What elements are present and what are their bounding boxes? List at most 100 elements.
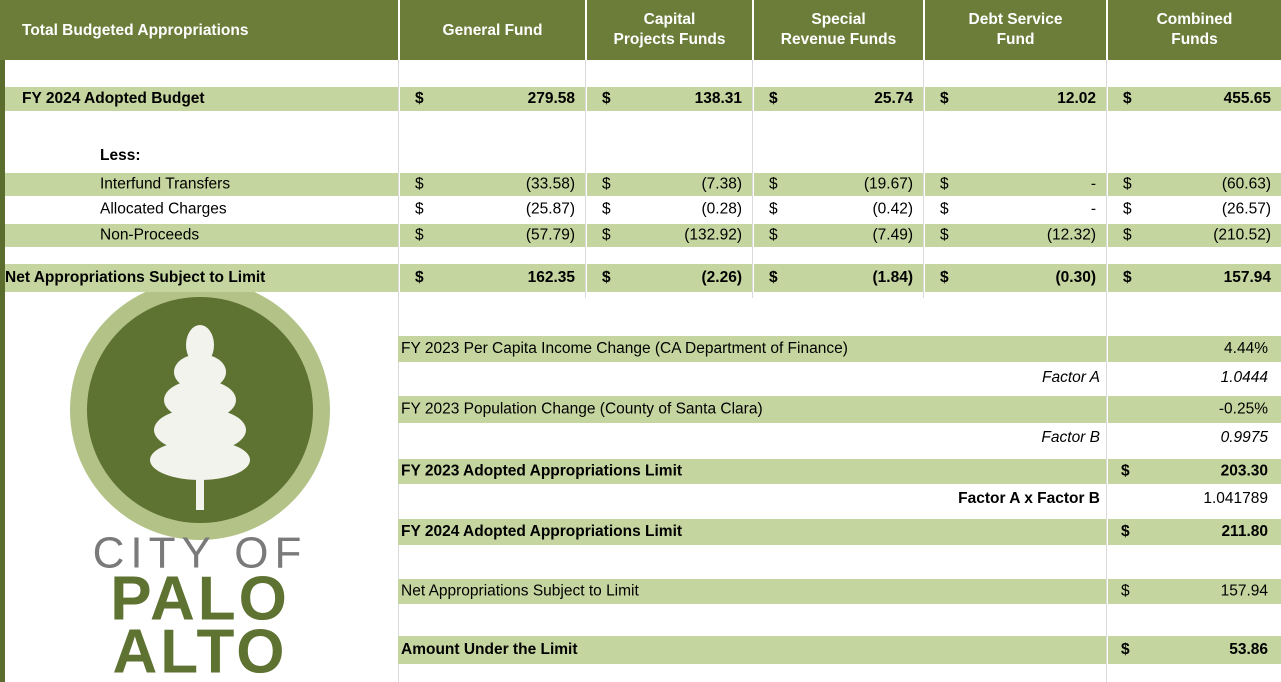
amount: - [1091,201,1096,218]
currency-symbol: $ [1121,523,1130,540]
currency-symbol: $ [1123,269,1132,286]
amount: 279.58 [528,90,576,107]
row-fill [5,264,398,292]
row-label: Net Appropriations Subject to Limit [5,269,265,286]
amount: (0.30) [1056,269,1097,286]
row-label: Less: [100,147,141,164]
currency-symbol: $ [1121,641,1130,658]
row-fill [398,636,1106,664]
limit-label: FY 2023 Per Capita Income Change (CA Dep… [401,340,848,357]
row-label: Non-Proceeds [100,227,199,244]
amount: 455.65 [1224,90,1272,107]
header-cell [1108,0,1281,60]
header-text: Funds [1171,31,1218,48]
limit-value: 1.041789 [1203,490,1268,507]
row-label: Interfund Transfers [100,176,230,193]
row-fill [398,579,1106,604]
row-fill [587,224,752,247]
row-fill [925,264,1106,292]
currency-symbol: $ [1121,583,1130,600]
header-cell [925,0,1106,60]
currency-symbol: $ [769,176,778,193]
currency-symbol: $ [1123,227,1132,244]
amount: (1.84) [873,269,914,286]
currency-symbol: $ [769,90,778,107]
row-fill [398,459,1106,484]
header-text: Projects Funds [614,31,726,48]
currency-symbol: $ [1123,90,1132,107]
amount: 138.31 [695,90,743,107]
row-fill [1108,264,1281,292]
amount: - [1091,176,1096,193]
header-cell [400,0,585,60]
amount: (26.57) [1222,201,1271,218]
logo-tree [150,325,250,510]
currency-symbol: $ [769,227,778,244]
currency-symbol: $ [940,201,949,218]
limit-label: Factor B [1041,429,1100,446]
header-text: Capital [644,11,696,28]
limit-value: 203.30 [1221,463,1268,480]
amount: (0.28) [702,201,743,218]
currency-symbol: $ [769,201,778,218]
header-text: Revenue Funds [781,31,896,48]
row-fill [754,173,923,196]
row-fill [754,87,923,111]
amount: (60.63) [1222,176,1271,193]
currency-symbol: $ [602,176,611,193]
amount: 162.35 [528,269,576,286]
amount: (210.52) [1213,227,1271,244]
logo-alto: ALTO [112,617,287,682]
row-fill [587,264,752,292]
row-fill [400,264,585,292]
currency-symbol: $ [602,227,611,244]
limit-value: -0.25% [1219,401,1268,418]
limit-label: FY 2023 Population Change (County of San… [401,401,763,418]
amount: (33.58) [526,176,575,193]
limit-label: Factor A x Factor B [958,490,1100,507]
row-fill [1108,579,1281,604]
row-fill [587,87,752,111]
row-label: FY 2024 Adopted Budget [22,90,205,107]
header-text: Total Budgeted Appropriations [22,22,248,39]
currency-symbol: $ [769,269,778,286]
limit-label: Amount Under the Limit [401,641,578,658]
row-fill [754,224,923,247]
amount: (12.32) [1047,227,1096,244]
currency-symbol: $ [602,201,611,218]
currency-symbol: $ [602,90,611,107]
currency-symbol: $ [940,227,949,244]
currency-symbol: $ [1121,463,1130,480]
currency-symbol: $ [1123,176,1132,193]
currency-symbol: $ [415,176,424,193]
currency-symbol: $ [940,90,949,107]
amount: (132.92) [684,227,742,244]
row-fill [925,173,1106,196]
row-fill [925,224,1106,247]
row-fill [1108,459,1281,484]
currency-symbol: $ [415,269,424,286]
row-fill [587,173,752,196]
row-fill [1108,224,1281,247]
row-fill [1108,519,1281,545]
row-fill [925,87,1106,111]
currency-symbol: $ [940,269,949,286]
limit-label: FY 2024 Adopted Appropriations Limit [401,523,682,540]
currency-symbol: $ [940,176,949,193]
amount: (7.49) [873,227,914,244]
row-fill [398,519,1106,545]
amount: (25.87) [526,201,575,218]
logo-palo: PALO [110,564,290,633]
row-fill [1108,173,1281,196]
row-fill [5,173,398,196]
row-fill [400,224,585,247]
header-cell [0,0,398,60]
limit-label: Net Appropriations Subject to Limit [401,583,639,600]
row-fill [5,87,398,111]
row-fill [1108,336,1281,362]
header-text: General Fund [443,22,543,39]
amount: (2.26) [702,269,743,286]
limit-value: 4.44% [1224,340,1268,357]
row-label: Allocated Charges [100,201,227,218]
